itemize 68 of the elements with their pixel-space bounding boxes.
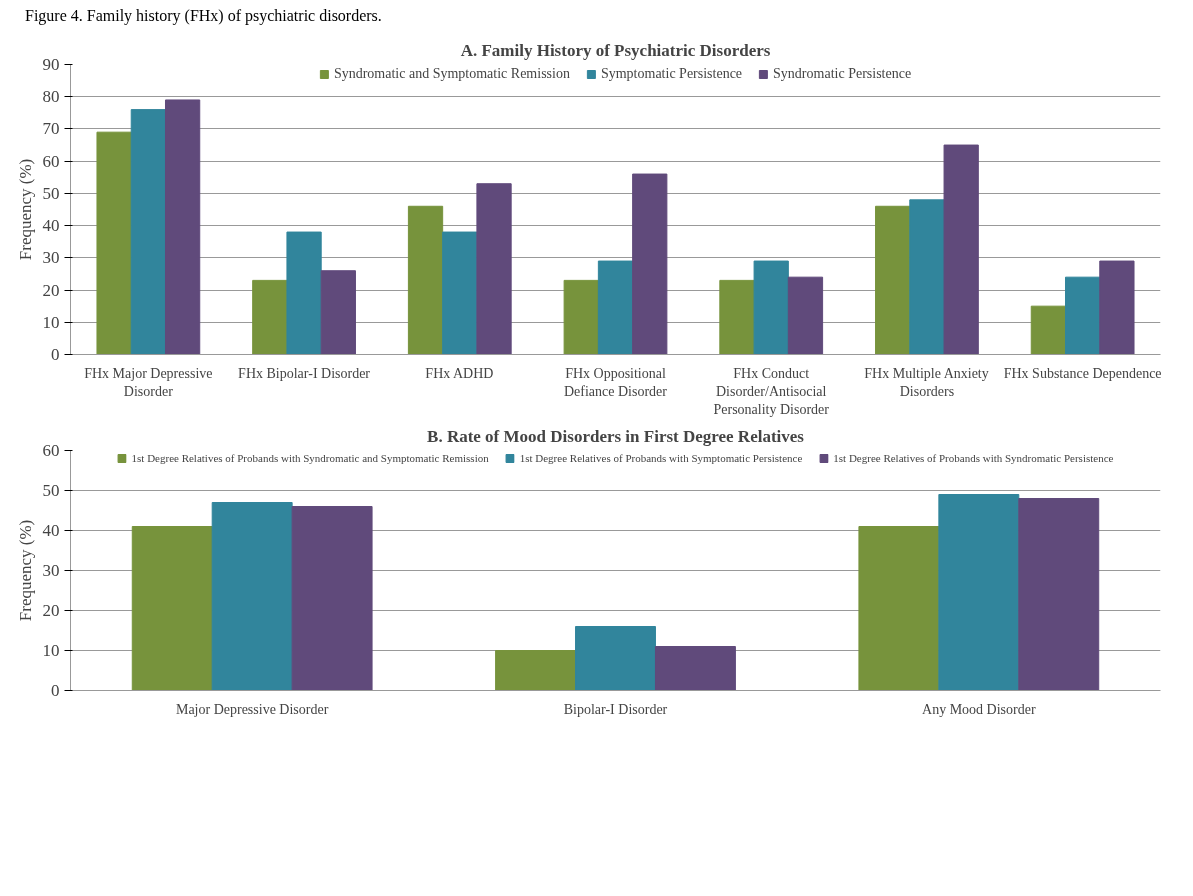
- y-axis-title: Frequency (%): [15, 519, 35, 622]
- bar: [476, 183, 512, 355]
- legend-label: Syndromatic Persistence: [773, 65, 912, 82]
- legend-label: 1st Degree Relatives of Probands with Symptomatic Persistence: [519, 451, 803, 464]
- bar: [1030, 305, 1067, 355]
- y-tick-label: 10: [42, 312, 60, 332]
- bar: [96, 131, 132, 355]
- chart-title: B. Rate of Mood Disorders in First Degree Relatives: [427, 426, 805, 446]
- y-tick-label: 50: [42, 480, 60, 500]
- bar: [1018, 497, 1100, 691]
- bar: [1065, 276, 1101, 355]
- legend-label: Symptomatic Persistence: [600, 65, 743, 82]
- bar: [442, 231, 478, 355]
- y-tick-label: 20: [42, 280, 60, 300]
- bar: [858, 525, 940, 691]
- bar: [320, 270, 356, 355]
- y-tick-label: 30: [42, 248, 60, 268]
- x-tick-label: FHx ADHD: [425, 365, 494, 381]
- y-tick-label: 80: [42, 87, 60, 107]
- x-tick-label: FHx Multiple Anxiety Disorders: [864, 365, 989, 399]
- bar: [252, 279, 288, 355]
- x-tick-label: FHx Bipolar-I Disorder: [238, 365, 371, 381]
- bar: [909, 199, 945, 355]
- y-tick-label: 50: [42, 183, 60, 203]
- chart-title: A. Family History of Psychiatric Disorders: [460, 40, 771, 60]
- bar: [164, 99, 201, 355]
- x-tick-label: FHx Oppositional Defiance Disorder: [564, 365, 668, 399]
- y-tick-label: 60: [42, 440, 60, 460]
- bar: [575, 625, 656, 691]
- legend-label: 1st Degree Relatives of Probands with Syndromatic Persistence: [833, 451, 1114, 464]
- bar: [291, 505, 373, 691]
- legend-label: Syndromatic and Symptomatic Remission: [333, 65, 570, 82]
- bar: [875, 205, 911, 355]
- bar: [719, 279, 755, 355]
- bar: [563, 279, 599, 355]
- y-tick-label: 90: [42, 54, 60, 74]
- bar: [943, 144, 979, 355]
- caption: Figure 4. Family history (FHx) of psychiatric disorders.: [25, 6, 382, 27]
- y-tick-label: 20: [42, 600, 60, 620]
- bar: [632, 173, 668, 355]
- y-tick-label: 70: [42, 119, 60, 139]
- x-tick-label: Any Mood Disorder: [922, 701, 1036, 717]
- bar: [938, 493, 1020, 691]
- bar: [654, 645, 736, 691]
- y-axis-title: Frequency (%): [15, 158, 35, 261]
- x-tick-label: FHx Substance Dependence: [1003, 365, 1162, 381]
- y-tick-label: 10: [42, 640, 60, 660]
- legend-label: 1st Degree Relatives of Probands with Syndromatic and Symptomatic Remission: [131, 451, 489, 464]
- bar: [787, 276, 824, 355]
- bar: [407, 205, 444, 355]
- bar: [131, 525, 213, 691]
- y-tick-label: 40: [42, 520, 60, 540]
- bar: [597, 260, 634, 355]
- bar: [211, 501, 293, 691]
- bar: [130, 108, 166, 355]
- bar: [753, 260, 789, 355]
- x-tick-label: Bipolar-I Disorder: [563, 701, 668, 717]
- bar: [495, 649, 577, 691]
- bar: [286, 231, 322, 355]
- y-tick-label: 30: [42, 560, 60, 580]
- y-tick-label: 60: [42, 151, 60, 171]
- bar: [1099, 260, 1135, 355]
- x-tick-label: FHx Conduct Disorder/Antisocial Personality Disorder: [713, 365, 830, 417]
- y-tick-label: 0: [51, 344, 60, 364]
- y-tick-label: 40: [42, 215, 60, 235]
- x-tick-label: Major Depressive Disorder: [175, 701, 329, 717]
- y-tick-label: 0: [51, 680, 60, 700]
- x-tick-label: FHx Major Depressive Disorder: [84, 365, 213, 399]
